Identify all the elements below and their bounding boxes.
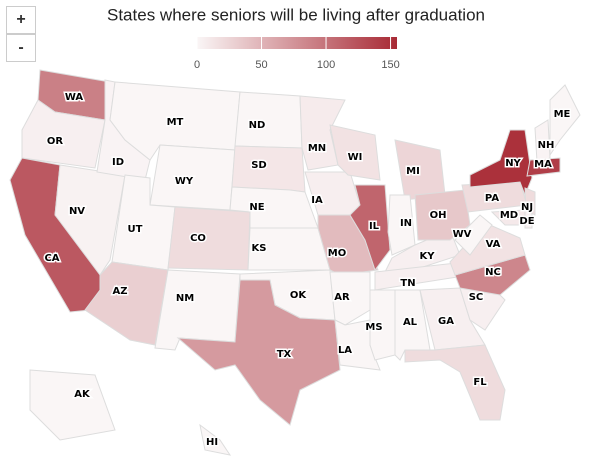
state bbox=[404, 344, 506, 421]
states bbox=[9, 69, 581, 456]
state-label: IL bbox=[369, 221, 380, 232]
state-label: WV bbox=[453, 229, 472, 240]
state-label: AR bbox=[334, 292, 350, 303]
state-label: ME bbox=[554, 109, 571, 120]
state-label: OR bbox=[47, 136, 64, 147]
state bbox=[167, 206, 251, 271]
state-label: NH bbox=[538, 140, 555, 151]
legend-bar bbox=[197, 37, 397, 49]
state bbox=[329, 271, 371, 326]
state-label: LA bbox=[338, 345, 352, 356]
state-label: MT bbox=[167, 117, 184, 128]
state bbox=[176, 279, 341, 426]
state-label: MI bbox=[406, 166, 420, 177]
state-label: MD bbox=[500, 210, 518, 221]
zoom-out[interactable]: - bbox=[6, 34, 36, 62]
state-labels: WA OR CA NV ID MT WY UT CO AZ NM ND SD NE KS OK TX MN IA MO… bbox=[43, 91, 572, 450]
state-label: NC bbox=[485, 267, 501, 278]
state bbox=[349, 184, 391, 272]
state-label: CA bbox=[44, 253, 59, 264]
state bbox=[234, 91, 303, 149]
state-label: NJ bbox=[521, 202, 533, 213]
legend-tick-label: 100 bbox=[317, 59, 335, 71]
state bbox=[419, 287, 486, 351]
state-label: IN bbox=[400, 218, 412, 229]
state-label: SC bbox=[469, 292, 484, 303]
state-label: VA bbox=[486, 239, 501, 250]
map-title: States where seniors will be living afte… bbox=[107, 5, 485, 24]
state-label: OK bbox=[290, 290, 308, 301]
state-label: DE bbox=[519, 216, 534, 227]
state bbox=[387, 194, 416, 256]
state-label: PA bbox=[485, 193, 499, 204]
state-label: GA bbox=[438, 316, 454, 327]
state-label: ID bbox=[112, 157, 124, 168]
state-label: MO bbox=[328, 248, 346, 259]
state bbox=[29, 369, 116, 441]
legend-tick-label: 150 bbox=[381, 59, 399, 71]
state bbox=[154, 269, 241, 351]
state bbox=[21, 99, 106, 169]
state bbox=[199, 423, 232, 456]
state-label: WY bbox=[175, 176, 194, 187]
state-label: MS bbox=[365, 322, 382, 333]
zoom-in[interactable]: + bbox=[6, 6, 36, 34]
state bbox=[414, 189, 471, 241]
state-label: KS bbox=[252, 243, 267, 254]
state bbox=[526, 157, 561, 177]
state-label: TN bbox=[400, 278, 415, 289]
state-label: NE bbox=[249, 202, 264, 213]
state-label: NM bbox=[176, 293, 194, 304]
state bbox=[231, 145, 306, 193]
state-label: NY bbox=[505, 158, 521, 169]
state-label: OH bbox=[430, 210, 447, 221]
state bbox=[524, 187, 536, 216]
state-label: AK bbox=[74, 389, 91, 400]
state-label: MN bbox=[308, 143, 326, 154]
state bbox=[304, 171, 361, 216]
state-label: SD bbox=[251, 160, 267, 171]
state-label: KY bbox=[420, 251, 436, 262]
state-label: CO bbox=[190, 233, 206, 244]
state-label: TX bbox=[277, 349, 292, 360]
state-label: WI bbox=[348, 152, 363, 163]
state-label: AL bbox=[403, 317, 418, 328]
state bbox=[329, 124, 381, 181]
state bbox=[469, 129, 533, 197]
state-label: AZ bbox=[113, 286, 128, 297]
state bbox=[369, 289, 396, 361]
legend-tick-label: 50 bbox=[255, 59, 267, 71]
state bbox=[454, 214, 493, 256]
state-label: UT bbox=[128, 224, 143, 235]
state-label: IA bbox=[311, 195, 323, 206]
state-label: MA bbox=[534, 159, 552, 170]
state bbox=[394, 139, 446, 201]
state-label: NV bbox=[69, 206, 85, 217]
state bbox=[534, 119, 551, 163]
state-label: ND bbox=[249, 120, 266, 131]
state bbox=[549, 84, 581, 157]
state-label: HI bbox=[206, 437, 218, 448]
legend-tick-label: 0 bbox=[194, 59, 200, 71]
state-label: WA bbox=[65, 92, 84, 103]
state-label: FL bbox=[473, 377, 487, 388]
